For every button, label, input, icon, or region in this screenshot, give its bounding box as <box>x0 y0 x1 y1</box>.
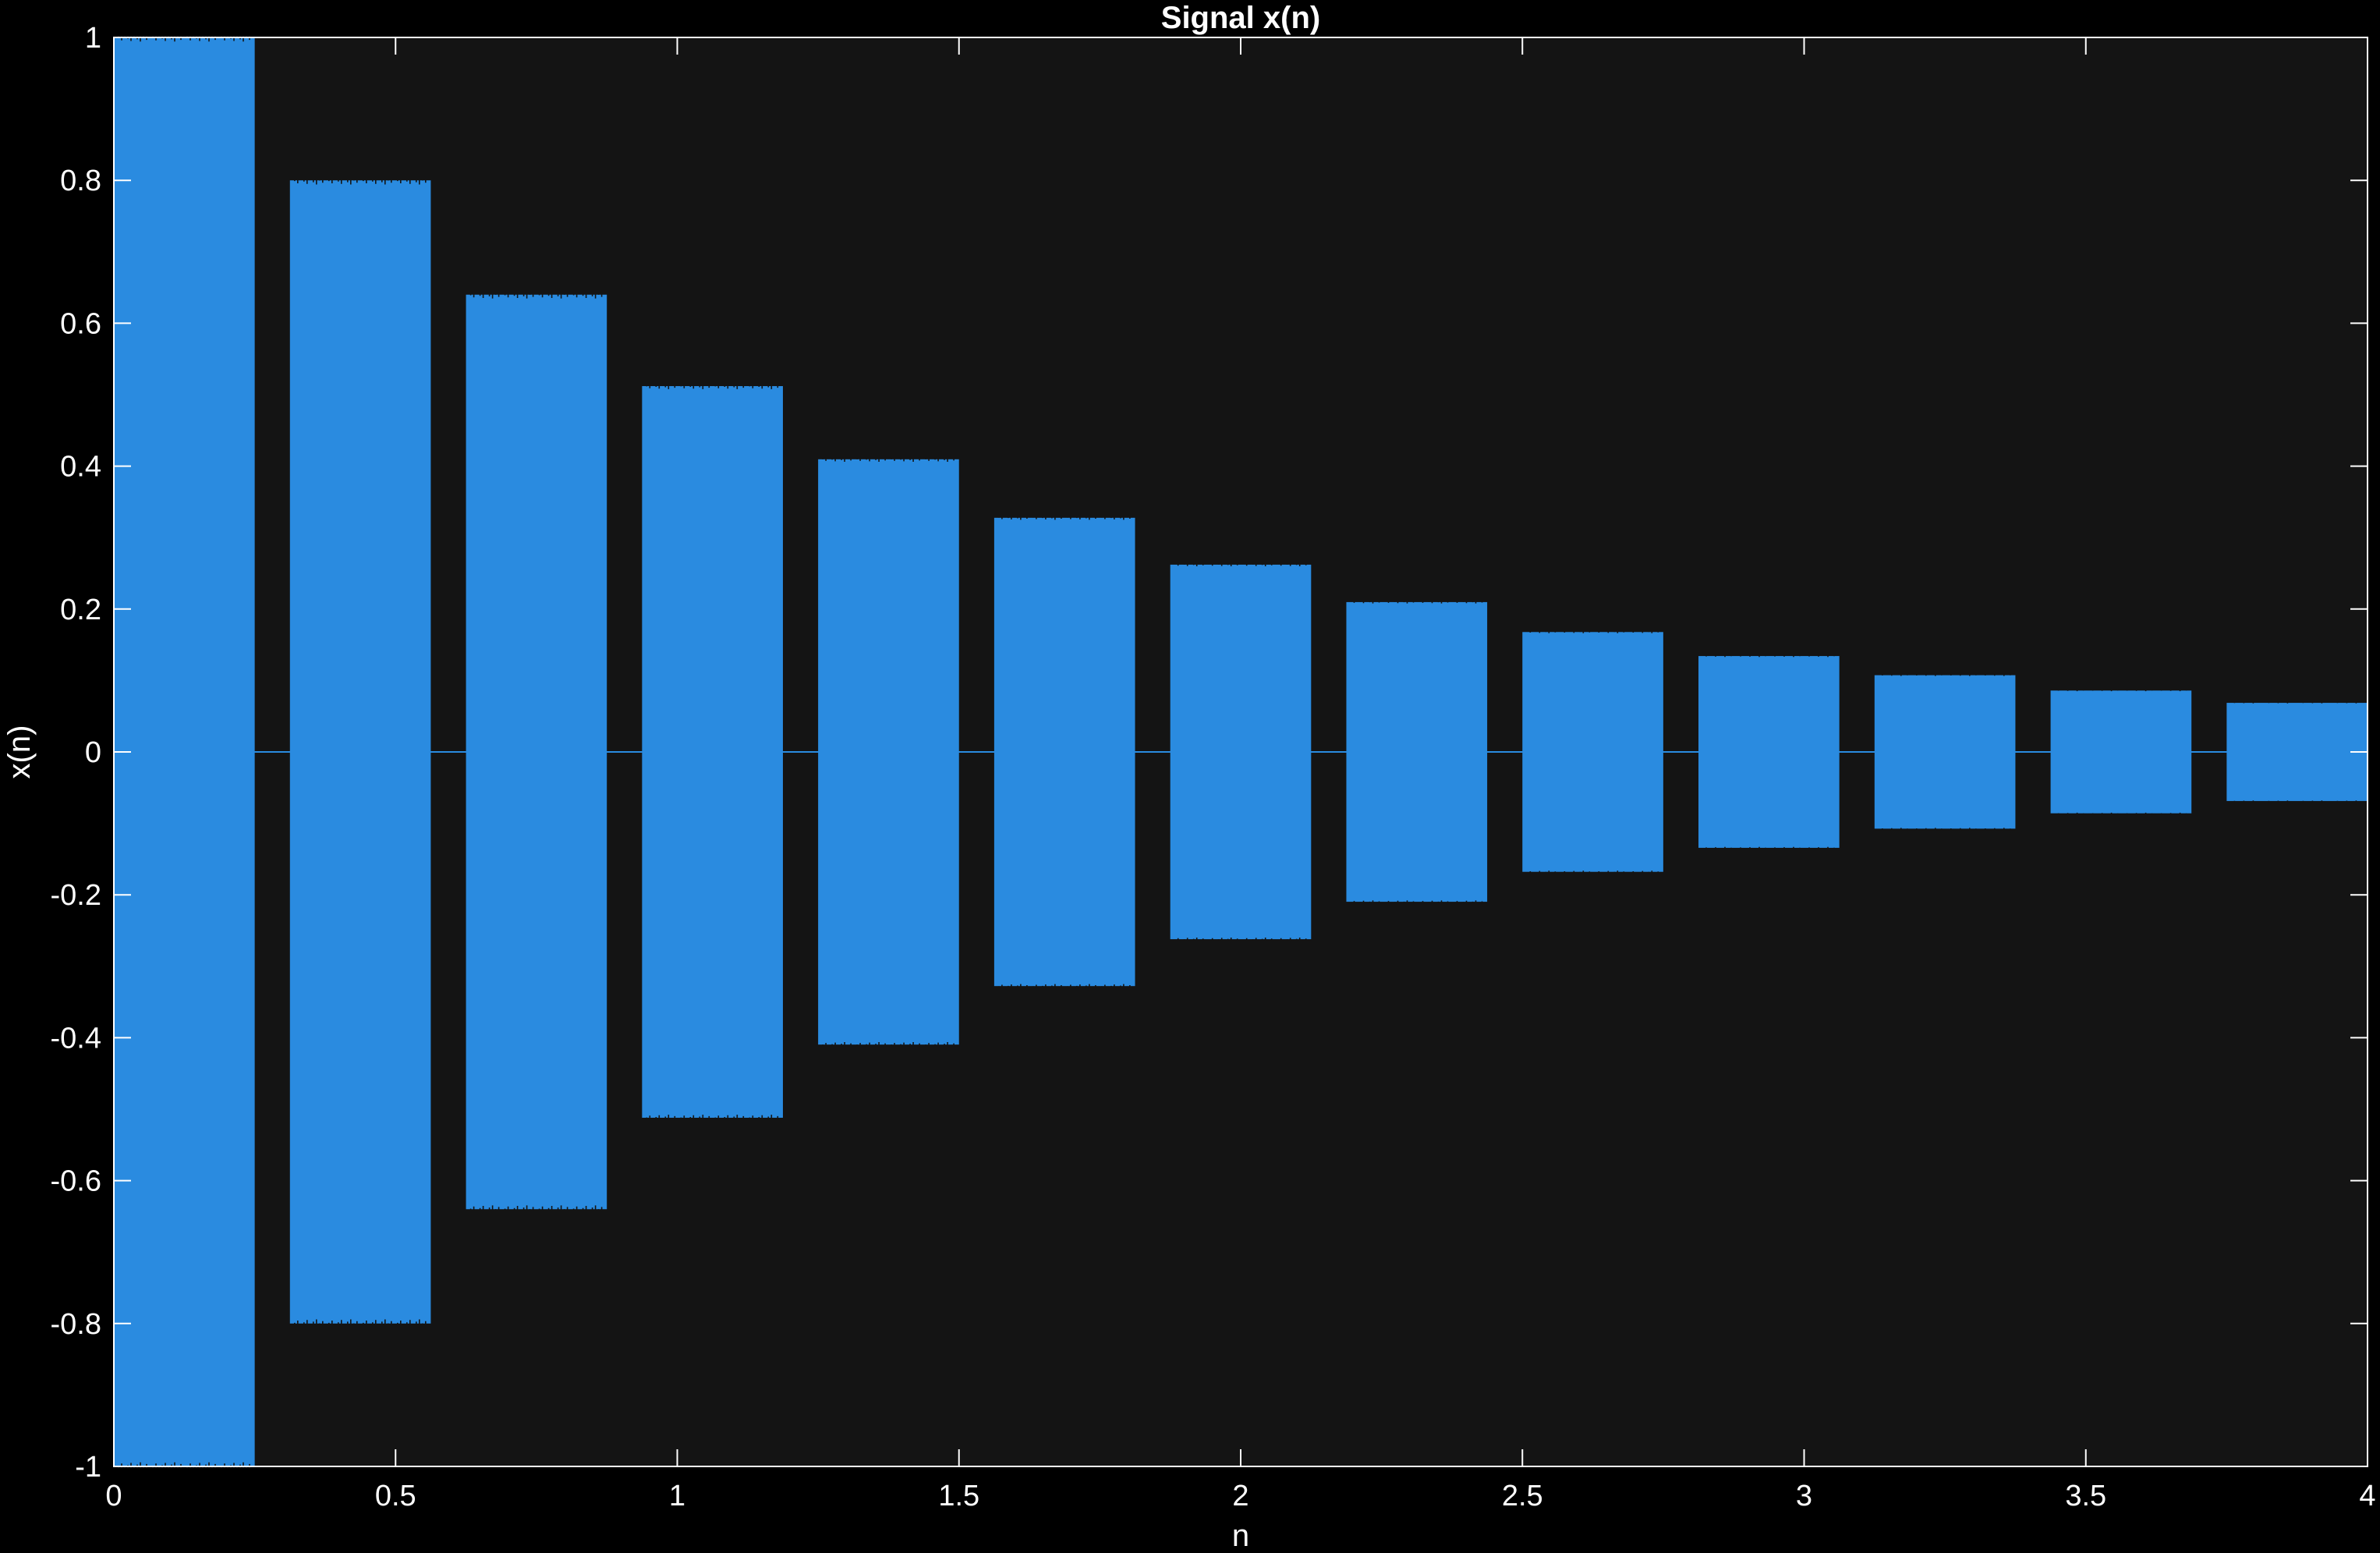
y-tick-label: 1 <box>85 22 101 55</box>
burst-envelope <box>1174 562 1307 941</box>
burst-envelope <box>469 293 603 1211</box>
chart-title: Signal x(n) <box>1161 1 1320 35</box>
burst-envelope <box>998 516 1131 988</box>
burst-envelope <box>2054 689 2187 815</box>
y-tick-label: 0.6 <box>60 307 101 340</box>
burst-envelope <box>1526 630 1659 874</box>
x-tick-label: 4 <box>2359 1480 2375 1512</box>
burst-envelope <box>1350 600 1483 904</box>
x-tick-label: 2.5 <box>1502 1480 1543 1512</box>
y-axis-label: x(n) <box>2 725 37 779</box>
burst-envelope <box>1879 673 2011 831</box>
axis-ticks: 0 0.5 1 1.5 2 2.5 3 3.5 4 -1 -0.8 -0.6 -0.4 -0.2 0 0.2 0… <box>51 22 2376 1512</box>
y-tick-label: -0.4 <box>51 1022 101 1055</box>
x-tick-label: 1.5 <box>938 1480 979 1512</box>
x-tick-label: 2 <box>1232 1480 1248 1512</box>
x-tick-label: 0.5 <box>375 1480 416 1512</box>
x-tick-label: 0 <box>105 1480 122 1512</box>
axes-box <box>113 37 2368 1467</box>
burst-envelope <box>646 385 779 1119</box>
y-tick-label: 0.4 <box>60 451 101 484</box>
y-tick-label: 0.2 <box>60 594 101 626</box>
y-tick-label: -0.6 <box>51 1165 101 1198</box>
y-tick-label: 0.8 <box>60 165 101 197</box>
x-axis-label: n <box>1232 1519 1249 1553</box>
y-tick-label: -1 <box>75 1451 101 1484</box>
x-tick-label: 3.5 <box>2065 1480 2106 1512</box>
burst-envelope <box>822 457 954 1047</box>
x-tick-label: 3 <box>1796 1480 1812 1512</box>
burst-envelope <box>2230 701 2364 803</box>
x-tick-label: 1 <box>669 1480 685 1512</box>
burst-envelope <box>1702 654 1835 849</box>
burst-envelope <box>294 179 427 1325</box>
y-tick-label: -0.2 <box>51 879 101 912</box>
y-tick-label: -0.8 <box>51 1308 101 1341</box>
y-tick-label: 0 <box>85 736 101 769</box>
